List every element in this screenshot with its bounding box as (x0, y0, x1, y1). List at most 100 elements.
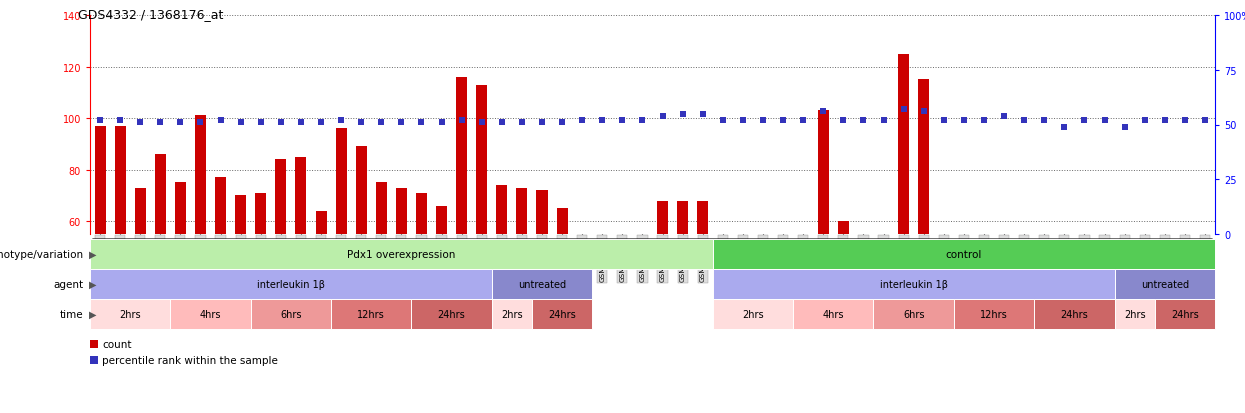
Point (1074, 118, 1094, 124)
Bar (174, 183, 186, 235)
Bar (436, 206, 447, 235)
Point (532, 120, 552, 126)
Text: 2hrs: 2hrs (120, 309, 141, 319)
Point (974, 118, 994, 124)
Point (331, 118, 351, 124)
Bar (154, 155, 166, 235)
Point (351, 120, 371, 126)
Text: 2hrs: 2hrs (1124, 309, 1145, 319)
Bar (376, 183, 387, 235)
Text: untreated: untreated (1140, 279, 1189, 289)
Text: ▶: ▶ (88, 279, 96, 289)
Point (151, 120, 171, 126)
Text: 2hrs: 2hrs (742, 309, 763, 319)
Bar (456, 78, 467, 235)
Text: Pdx1 overexpression: Pdx1 overexpression (347, 249, 456, 259)
Bar (838, 222, 849, 235)
Point (472, 120, 492, 126)
Text: interleukin 1β: interleukin 1β (880, 279, 947, 289)
Text: 4hrs: 4hrs (199, 309, 222, 319)
Point (613, 118, 632, 124)
Point (1055, 124, 1074, 131)
Bar (115, 126, 126, 235)
Point (492, 120, 512, 126)
Point (432, 120, 452, 126)
Text: 12hrs: 12hrs (357, 309, 385, 319)
Bar (275, 160, 286, 235)
Point (412, 120, 432, 126)
Bar (497, 185, 508, 235)
Point (994, 113, 1013, 120)
Point (954, 118, 974, 124)
Bar (557, 209, 568, 235)
Point (934, 118, 954, 124)
Text: 6hrs: 6hrs (280, 309, 301, 319)
Bar (336, 129, 346, 235)
Bar (396, 188, 407, 235)
Text: GDS4332 / 1368176_at: GDS4332 / 1368176_at (77, 8, 223, 21)
Text: ▶: ▶ (88, 309, 96, 319)
Bar (195, 116, 205, 235)
Bar (898, 55, 909, 235)
Text: genotype/variation: genotype/variation (0, 249, 83, 259)
Point (632, 118, 652, 124)
Text: 24hrs: 24hrs (1061, 309, 1088, 319)
Point (90, 118, 110, 124)
Point (1094, 118, 1114, 124)
Bar (697, 201, 708, 235)
Text: 24hrs: 24hrs (548, 309, 576, 319)
Point (773, 118, 793, 124)
Point (652, 113, 672, 120)
Point (552, 120, 571, 126)
Point (210, 118, 230, 124)
Point (573, 118, 593, 124)
Point (874, 118, 894, 124)
Point (271, 120, 291, 126)
Point (854, 118, 874, 124)
Bar (677, 201, 688, 235)
Bar (918, 80, 929, 235)
Text: count: count (102, 339, 132, 349)
Point (311, 120, 331, 126)
Text: interleukin 1β: interleukin 1β (256, 279, 325, 289)
Bar (95, 126, 106, 235)
Text: 4hrs: 4hrs (823, 309, 844, 319)
Point (1015, 118, 1035, 124)
Point (813, 109, 833, 115)
Point (1175, 118, 1195, 124)
Bar (255, 193, 266, 235)
Bar (134, 188, 146, 235)
Text: agent: agent (54, 279, 83, 289)
Text: untreated: untreated (518, 279, 566, 289)
Point (1195, 118, 1215, 124)
Bar (315, 211, 326, 235)
Bar (295, 157, 306, 235)
Point (1114, 124, 1134, 131)
Point (894, 107, 914, 113)
Point (131, 120, 151, 126)
Bar (356, 147, 367, 235)
Point (371, 120, 391, 126)
Bar (818, 111, 829, 235)
Text: 6hrs: 6hrs (903, 309, 924, 319)
Bar (215, 178, 227, 235)
Point (713, 118, 733, 124)
Text: 2hrs: 2hrs (500, 309, 523, 319)
Point (452, 118, 472, 124)
Point (512, 120, 532, 126)
Point (692, 111, 712, 118)
Bar (477, 85, 487, 235)
Point (171, 120, 190, 126)
Bar (416, 193, 427, 235)
Point (793, 118, 813, 124)
Bar (657, 201, 669, 235)
Text: ▶: ▶ (88, 249, 96, 259)
Point (230, 120, 250, 126)
Point (733, 118, 753, 124)
Text: percentile rank within the sample: percentile rank within the sample (102, 355, 278, 365)
Point (753, 118, 773, 124)
Point (833, 118, 853, 124)
Text: 12hrs: 12hrs (980, 309, 1008, 319)
Point (291, 120, 311, 126)
Point (1035, 118, 1055, 124)
